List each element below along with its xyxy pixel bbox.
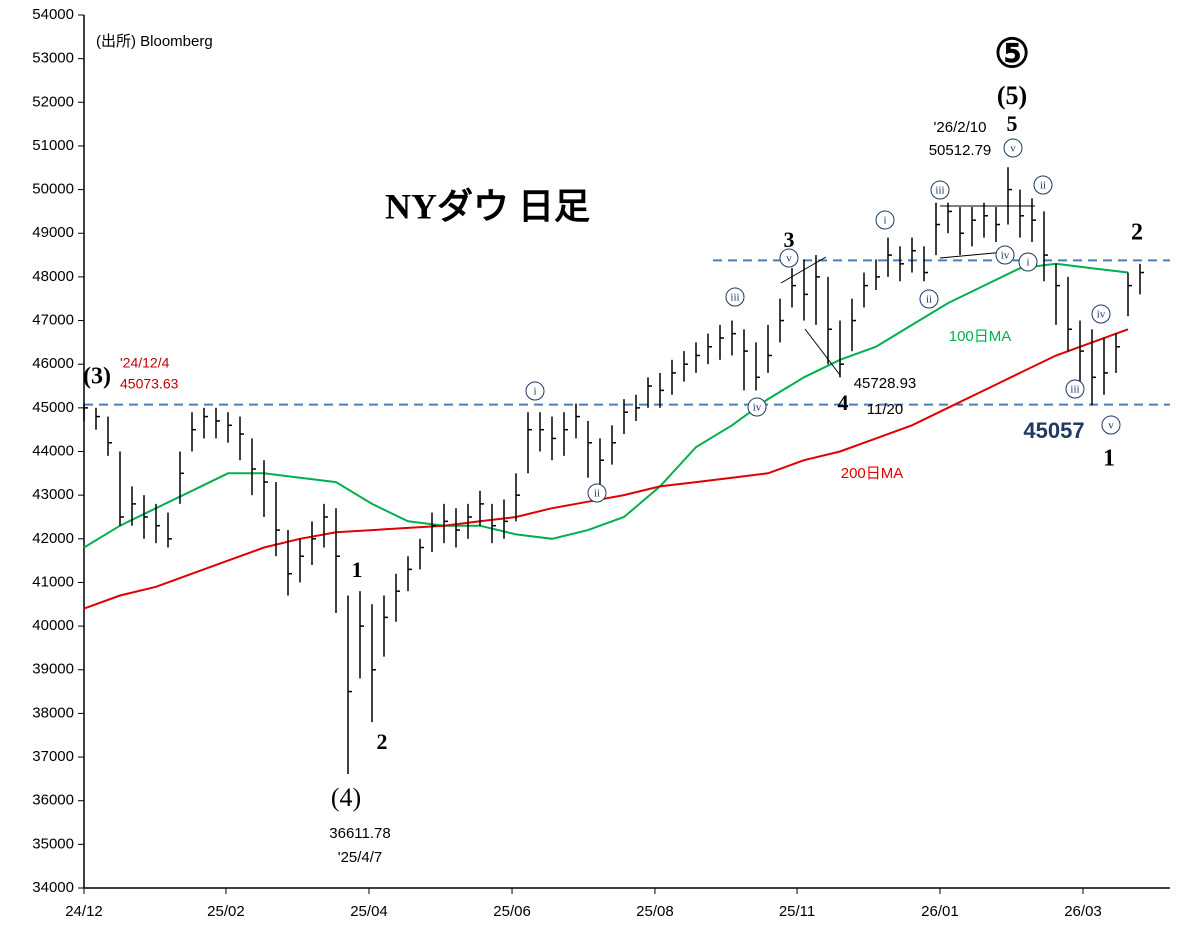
x-tick-label: 25/11	[779, 903, 815, 920]
wave-label: iii	[1070, 384, 1079, 396]
wave-circle	[747, 397, 767, 417]
wave-circle	[919, 289, 939, 309]
annotation: (3)	[83, 364, 111, 390]
annotation: (5)	[997, 81, 1027, 110]
wave-circle	[587, 483, 607, 503]
x-tick-label: 25/02	[207, 903, 245, 920]
wave-circle	[525, 381, 545, 401]
y-tick-label: 50000	[32, 181, 74, 198]
wave-circle	[725, 287, 745, 307]
wave-label: i	[533, 386, 536, 398]
wave-circle	[1003, 138, 1023, 158]
trend-line	[939, 251, 1006, 259]
wave-label: iv	[1001, 250, 1010, 262]
annotation: (4)	[331, 783, 361, 812]
annotation: 3	[784, 227, 795, 252]
ma-line	[83, 262, 1129, 549]
y-tick-label: 40000	[32, 617, 74, 634]
y-tick-label: 51000	[32, 137, 74, 154]
wave-circle	[1091, 304, 1111, 324]
annotation: 45073.63	[120, 376, 179, 392]
y-tick-label: 44000	[32, 442, 74, 459]
y-tick-label: 52000	[32, 93, 74, 110]
wave-label: iv	[1097, 309, 1106, 321]
wave-label: ii	[594, 488, 600, 500]
wave-circle	[779, 248, 799, 268]
ma-label: 100日MA	[949, 328, 1012, 345]
wave-label: ii	[1040, 180, 1046, 192]
annotation: '24/12/4	[120, 355, 170, 371]
annotation: 36611.78	[329, 825, 390, 842]
wave-label: v	[1010, 143, 1016, 155]
wave-circle	[1033, 175, 1053, 195]
y-tick-label: 45000	[32, 399, 74, 416]
y-tick-label: 54000	[32, 6, 74, 23]
annotation: 2	[377, 729, 388, 754]
annotation: '25/4/7	[338, 849, 383, 866]
wave-label: v	[786, 253, 792, 265]
wave-circle	[1018, 252, 1038, 272]
x-tick-label: 24/12	[65, 903, 103, 920]
annotation: (出所) Bloomberg	[96, 33, 213, 50]
y-tick-label: 38000	[32, 704, 74, 721]
annotation: ⑤	[994, 31, 1030, 76]
wave-label: iii	[935, 185, 944, 197]
y-tick-label: 36000	[32, 792, 74, 809]
wave-circle	[930, 180, 950, 200]
wave-label: i	[883, 215, 886, 227]
ma-label: 200日MA	[841, 465, 904, 482]
x-tick-label: 26/01	[921, 903, 959, 920]
annotation: 45057	[1023, 418, 1084, 443]
y-tick-label: 53000	[32, 50, 74, 67]
y-tick-label: 47000	[32, 312, 74, 329]
annotation: 2	[1131, 220, 1143, 246]
y-tick-label: 35000	[32, 835, 74, 852]
annotation: 45728.93	[854, 375, 917, 392]
y-tick-label: 34000	[32, 879, 74, 896]
annotation: NYダウ 日足	[385, 186, 590, 226]
annotation: 1	[1103, 446, 1115, 472]
y-tick-label: 37000	[32, 748, 74, 765]
y-tick-label: 46000	[32, 355, 74, 372]
wave-label: i	[1026, 257, 1029, 269]
x-tick-label: 25/06	[493, 903, 531, 920]
x-tick-label: 25/08	[636, 903, 674, 920]
y-tick-label: 48000	[32, 268, 74, 285]
wave-label: ii	[926, 294, 932, 306]
ma-line	[83, 328, 1129, 610]
annotation: 4	[838, 390, 849, 415]
y-tick-label: 41000	[32, 573, 74, 590]
y-tick-label: 43000	[32, 486, 74, 503]
annotation: 50512.79	[929, 142, 992, 159]
wave-label: iv	[753, 402, 762, 414]
y-tick-label: 42000	[32, 530, 74, 547]
wave-label: iii	[730, 292, 739, 304]
annotation: 5	[1007, 111, 1018, 136]
x-tick-label: 26/03	[1064, 903, 1102, 920]
wave-circle	[1101, 415, 1121, 435]
annotation: 1	[352, 557, 363, 582]
annotation: 11/20	[867, 401, 903, 418]
trend-line	[804, 328, 841, 376]
wave-circle	[995, 245, 1015, 265]
wave-circle	[1065, 379, 1085, 399]
x-tick-label: 25/04	[350, 903, 388, 920]
y-tick-label: 49000	[32, 224, 74, 241]
y-tick-label: 39000	[32, 661, 74, 678]
annotation: '26/2/10	[934, 119, 987, 136]
wave-label: v	[1108, 420, 1114, 432]
wave-circle	[875, 210, 895, 230]
